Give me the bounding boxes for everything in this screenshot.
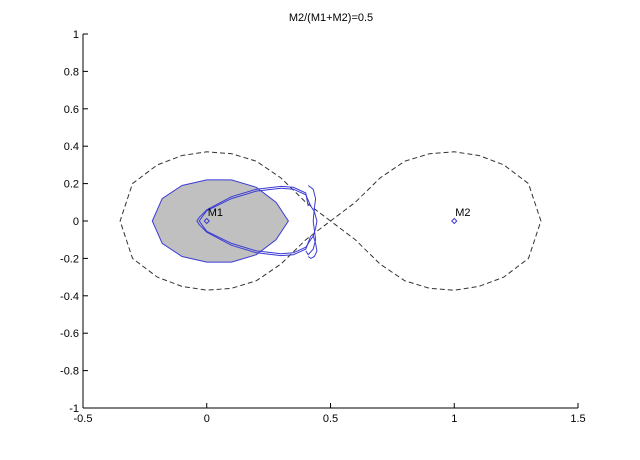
x-tick-label: 1.5 bbox=[570, 413, 585, 425]
y-tick-label: 1 bbox=[73, 29, 79, 41]
x-tick-label: 1 bbox=[451, 413, 457, 425]
orbit-line-1 bbox=[196, 185, 312, 257]
chart-title: M2/(M1+M2)=0.5 bbox=[289, 12, 373, 24]
filled-region-layer bbox=[151, 179, 289, 263]
y-tick-label: 0.4 bbox=[64, 141, 79, 153]
mass-marker-m2 bbox=[451, 217, 458, 225]
series-layer bbox=[119, 151, 542, 291]
x-tick-label: 0.5 bbox=[323, 413, 338, 425]
mass-layer: M1 M2 bbox=[203, 207, 471, 225]
y-tick-label: 0.2 bbox=[64, 179, 79, 191]
y-tick-label: -0.2 bbox=[60, 253, 79, 265]
y-tick-label: 0.8 bbox=[64, 66, 79, 78]
orbit-line-4 bbox=[305, 185, 317, 256]
mass-marker-m1 bbox=[203, 217, 210, 225]
y-tick-label: -0.8 bbox=[60, 366, 79, 378]
axes-layer: -0.5 0 0.5 1 1.5 -1 -0.8 -0.6 -0.4 -0.2 0 0.2 0.4 0.6… bbox=[60, 29, 586, 425]
x-tick-label: 0 bbox=[204, 413, 210, 425]
zero-velocity-curve bbox=[119, 151, 542, 291]
mass-label-m2: M2 bbox=[455, 207, 470, 219]
orbit-line-2 bbox=[198, 187, 314, 255]
shaded-region bbox=[151, 179, 289, 263]
orbit-line-3 bbox=[307, 205, 318, 259]
y-tick-label: 0.6 bbox=[64, 104, 79, 116]
mass-label-m1: M1 bbox=[208, 207, 223, 219]
y-tick-label: -1 bbox=[69, 403, 79, 415]
y-tick-label: 0 bbox=[73, 216, 79, 228]
y-tick-label: -0.6 bbox=[60, 328, 79, 340]
x-tick-label: -0.5 bbox=[74, 413, 93, 425]
y-tick-label: -0.4 bbox=[60, 291, 79, 303]
